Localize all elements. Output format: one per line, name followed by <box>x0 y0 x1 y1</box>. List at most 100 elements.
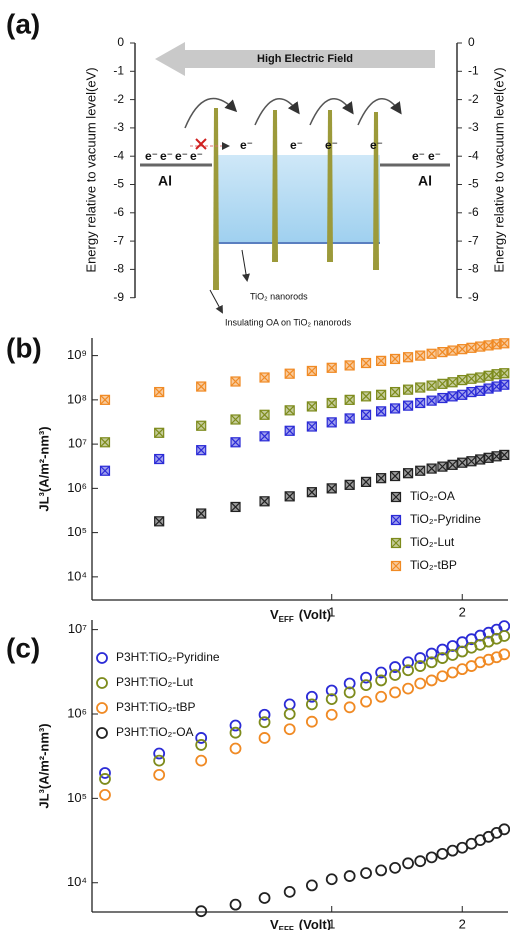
point <box>389 470 401 482</box>
x-label-unit: (Volt) <box>299 917 331 930</box>
series <box>99 630 510 785</box>
point <box>389 669 401 681</box>
point <box>415 397 426 409</box>
point <box>99 773 111 785</box>
marker-cross <box>475 341 486 352</box>
nanorod <box>272 110 278 262</box>
point <box>306 487 317 498</box>
marker-cross <box>284 405 295 416</box>
marker-cross <box>154 387 165 397</box>
x-tick-label: 2 <box>459 916 466 930</box>
point <box>475 341 486 352</box>
point <box>284 425 295 436</box>
y-tick-label: 10⁴ <box>67 874 87 889</box>
point <box>457 457 468 468</box>
marker-cross <box>154 454 165 464</box>
marker-cross <box>361 409 371 420</box>
point <box>305 690 318 703</box>
point <box>490 651 503 664</box>
point <box>99 394 111 405</box>
point <box>283 708 296 720</box>
point <box>376 406 387 417</box>
point <box>402 664 414 677</box>
blocked-mark <box>195 138 207 150</box>
point <box>425 851 438 864</box>
point <box>229 726 242 739</box>
electron: e⁻ <box>325 138 338 152</box>
electrode-label: Al <box>418 173 432 189</box>
marker-cross <box>447 345 458 356</box>
tick-label: -1 <box>468 63 479 77</box>
series <box>99 338 510 405</box>
panel-label: (b) <box>6 332 42 363</box>
tick-label: -9 <box>113 290 124 304</box>
marker-cross <box>259 496 270 507</box>
electron: e⁻ <box>412 149 425 163</box>
point <box>230 414 241 425</box>
point <box>415 382 426 393</box>
marker-cross <box>391 515 401 525</box>
point <box>195 905 208 918</box>
point <box>326 417 337 428</box>
legend-label: P3HT:TiO₂-Lut <box>116 675 194 689</box>
point <box>498 648 510 661</box>
x-tick-label: 1 <box>328 916 335 930</box>
marker-cross <box>154 427 165 438</box>
point <box>402 352 414 363</box>
field-label: High Electric Field <box>257 53 353 65</box>
pointer <box>241 249 250 282</box>
marker-cross <box>376 355 387 366</box>
point <box>99 767 111 779</box>
legend-marker <box>96 677 108 689</box>
point <box>446 666 459 679</box>
marker-cross <box>499 449 510 460</box>
marker-cross <box>390 403 401 414</box>
series <box>99 648 510 801</box>
x-label-main: V <box>270 607 279 622</box>
marker-cross <box>475 385 486 396</box>
legend-marker <box>96 702 108 714</box>
point <box>414 660 427 672</box>
point <box>475 454 486 465</box>
marker-cross <box>426 463 437 474</box>
tick-label: -6 <box>113 205 124 219</box>
point <box>305 698 318 711</box>
series <box>99 379 510 476</box>
point <box>283 885 296 898</box>
legend-marker <box>390 514 402 526</box>
tick-label: 0 <box>117 35 124 49</box>
marker-cross <box>306 421 317 432</box>
marker-cross <box>390 354 401 364</box>
marker-cross <box>230 502 241 512</box>
electron: e⁻ <box>175 149 188 163</box>
point <box>474 656 487 669</box>
point <box>325 693 338 706</box>
x-label-unit: (Volt) <box>299 607 331 622</box>
marker-cross <box>344 479 355 490</box>
marker-cross <box>390 387 401 397</box>
point <box>402 468 414 479</box>
point <box>306 401 317 412</box>
point <box>402 400 414 411</box>
point <box>360 409 372 420</box>
marker-cross <box>447 377 458 388</box>
tio2-band <box>215 155 380 243</box>
marker-cross <box>196 420 207 431</box>
point <box>258 708 271 721</box>
point <box>457 374 468 386</box>
point <box>375 690 388 703</box>
marker-cross <box>326 398 337 408</box>
tick-label: -1 <box>113 63 124 77</box>
point <box>195 739 208 751</box>
legend-marker <box>390 537 402 549</box>
point <box>326 362 337 373</box>
point <box>283 723 296 736</box>
legend-label: TiO₂-Pyridine <box>410 512 481 526</box>
point <box>306 421 317 432</box>
marker-cross <box>284 491 295 502</box>
marker-cross <box>403 352 413 363</box>
point <box>446 640 459 652</box>
point <box>195 754 208 767</box>
marker-cross <box>426 395 437 406</box>
